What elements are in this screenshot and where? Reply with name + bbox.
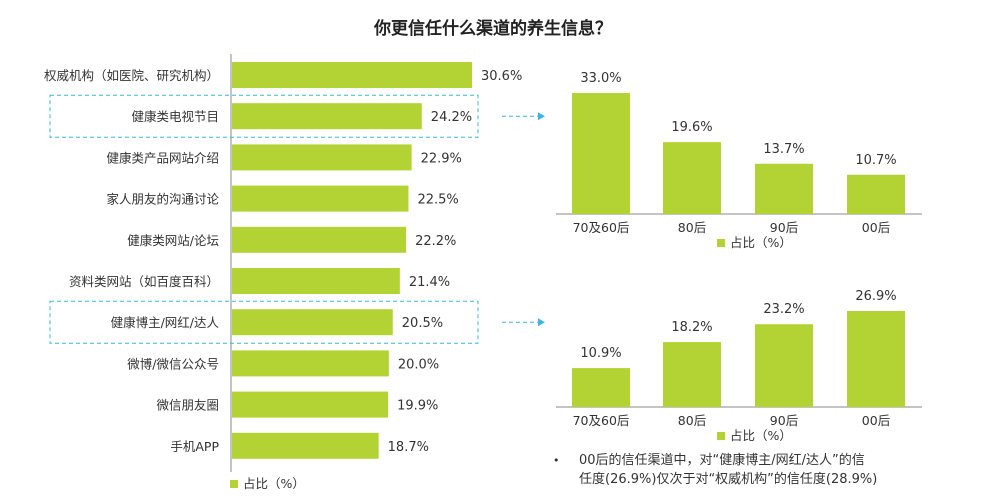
left-category-label-9: 手机APP xyxy=(170,439,219,454)
bottom-right-category-label-3: 00后 xyxy=(862,413,890,428)
chart-title: 你更信任什么渠道的养生信息？ xyxy=(374,19,612,39)
left-value-label-3: 22.5% xyxy=(417,193,458,208)
highlight-box-1 xyxy=(49,94,479,138)
bottom-right-bar-2 xyxy=(755,324,813,407)
top-right-bar-2 xyxy=(755,163,813,214)
bottom-right-legend-label: 占比（%） xyxy=(730,428,792,443)
footnote-bullet: • xyxy=(553,454,560,467)
bottom-right-legend-swatch xyxy=(717,432,725,440)
left-value-label-5: 21.4% xyxy=(409,275,450,290)
left-category-label-7: 微博/微信公众号 xyxy=(127,356,219,371)
top-right-value-label-1: 19.6% xyxy=(671,120,712,135)
bottom-right-value-label-1: 18.2% xyxy=(671,320,712,335)
left-category-label-8: 微信朋友圈 xyxy=(156,398,219,413)
top-right-legend-label: 占比（%） xyxy=(730,235,792,250)
left-category-label-3: 家人朋友的沟通讨论 xyxy=(106,192,219,207)
top-right-value-label-2: 13.7% xyxy=(763,142,804,157)
top-right-bar-1 xyxy=(663,142,721,214)
left-bar-8 xyxy=(232,391,389,418)
left-legend-label: 占比（%） xyxy=(243,476,305,491)
left-category-label-6: 健康博主/网红/达人 xyxy=(111,315,220,330)
left-bar-6 xyxy=(232,309,393,336)
left-bar-3 xyxy=(232,185,409,212)
bottom-right-value-label-0: 10.9% xyxy=(580,346,621,361)
left-value-label-9: 18.7% xyxy=(388,440,429,455)
bottom-right-value-label-2: 23.2% xyxy=(763,302,804,317)
left-category-label-1: 健康类电视节目 xyxy=(131,109,219,124)
left-legend-swatch xyxy=(230,480,238,488)
left-value-label-1: 24.2% xyxy=(431,110,472,125)
left-bar-9 xyxy=(232,432,379,459)
top-right-bar-3 xyxy=(847,174,905,214)
highlight-arrow-head-6 xyxy=(538,318,545,327)
left-category-label-0: 权威机构（如医院、研究机构） xyxy=(44,68,219,83)
left-value-label-4: 22.2% xyxy=(415,234,456,249)
bottom-right-category-label-2: 90后 xyxy=(770,413,798,428)
bottom-right-bar-1 xyxy=(663,342,721,407)
top-right-category-label-1: 80后 xyxy=(678,220,706,235)
top-right-category-label-2: 90后 xyxy=(770,220,798,235)
bottom-right-value-label-3: 26.9% xyxy=(855,289,896,304)
top-right-category-label-0: 70及60后 xyxy=(573,220,630,235)
highlight-arrow-head-1 xyxy=(538,112,545,121)
top-right-category-label-3: 00后 xyxy=(862,220,890,235)
left-value-label-6: 20.5% xyxy=(402,316,443,331)
left-value-label-8: 19.9% xyxy=(397,399,438,414)
left-bar-1 xyxy=(232,103,422,130)
left-bar-2 xyxy=(232,144,412,171)
bottom-right-category-label-0: 70及60后 xyxy=(573,413,630,428)
bottom-right-bar-3 xyxy=(847,311,905,407)
highlight-box-6 xyxy=(49,300,479,344)
left-category-label-2: 健康类产品网站介绍 xyxy=(106,150,219,165)
bottom-right-category-label-1: 80后 xyxy=(678,413,706,428)
left-value-label-7: 20.0% xyxy=(398,357,439,372)
top-right-value-label-3: 10.7% xyxy=(855,153,896,168)
left-bar-4 xyxy=(232,226,407,253)
top-right-legend-swatch xyxy=(717,239,725,247)
footnote-line-2: 任度(26.9%)仅次于对“权威机构”的信任度(28.9%) xyxy=(579,472,878,487)
left-category-label-5: 资料类网站（如百度百科） xyxy=(69,274,219,289)
footnote-line-1: 00后的信任渠道中，对“健康博主/网红/达人”的信 xyxy=(579,453,865,468)
left-value-label-0: 30.6% xyxy=(481,69,522,84)
left-bar-5 xyxy=(232,268,400,294)
top-right-bar-0 xyxy=(572,93,630,214)
left-value-label-2: 22.9% xyxy=(421,151,462,166)
left-bar-0 xyxy=(232,62,472,88)
bottom-right-bar-0 xyxy=(572,368,630,407)
left-bar-7 xyxy=(232,350,389,377)
left-category-label-4: 健康类网站/论坛 xyxy=(127,233,219,248)
top-right-value-label-0: 33.0% xyxy=(580,71,621,86)
